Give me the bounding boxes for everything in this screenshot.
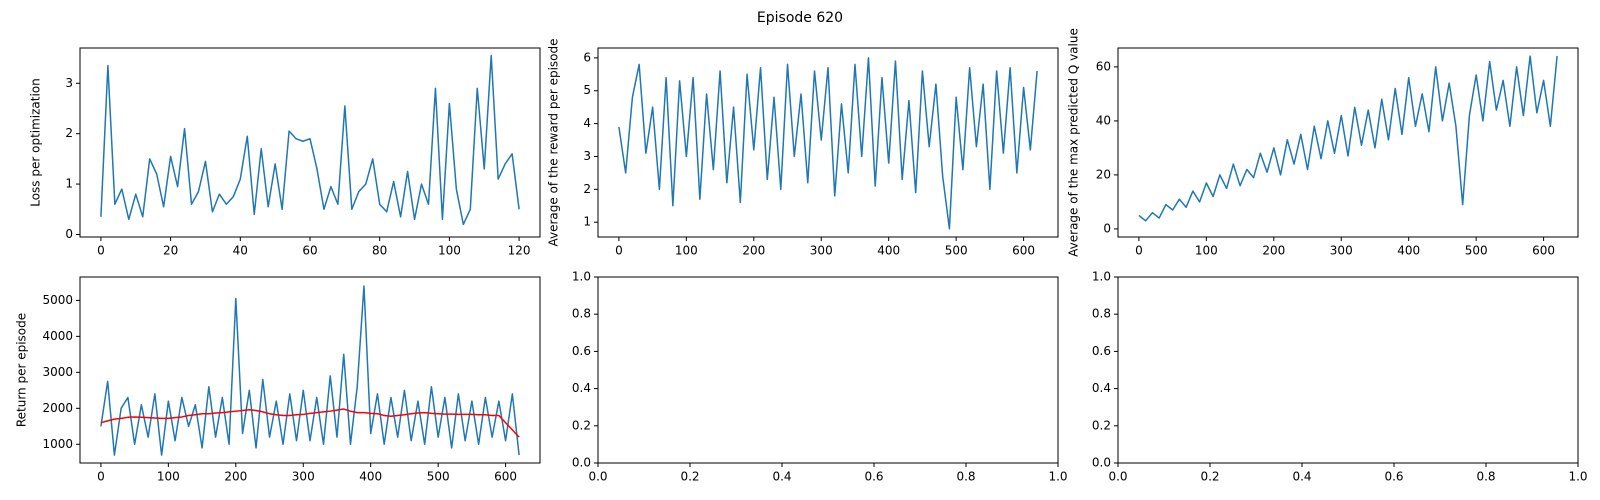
y-axis-label: Loss per optimization (29, 78, 43, 207)
x-tick-label: 0.0 (1108, 470, 1127, 484)
x-tick-label: 0.2 (1200, 470, 1219, 484)
axes-frame (1117, 276, 1579, 464)
x-tick-label: 600 (1012, 244, 1035, 258)
y-tick-label: 0.6 (572, 344, 591, 358)
x-tick-label: 1.0 (1048, 470, 1067, 484)
y-tick-label: 0.8 (572, 307, 591, 321)
y-tick-label: 4000 (42, 329, 73, 343)
y-tick-label: 1.0 (1092, 270, 1111, 284)
y-tick-label: 0.2 (1092, 418, 1111, 432)
x-tick-label: 0.2 (680, 470, 699, 484)
x-tick-label: 100 (1195, 244, 1218, 258)
x-tick-label: 120 (508, 244, 531, 258)
y-tick-label: 2 (583, 182, 591, 196)
x-tick-label: 1.0 (1568, 470, 1587, 484)
y-tick-label: 2 (65, 126, 73, 140)
axes-frame (597, 276, 1059, 464)
data-line (100, 54, 520, 226)
plot-area (1118, 48, 1578, 237)
x-tick-label: 0.4 (772, 470, 791, 484)
y-tick-label: 1.0 (572, 270, 591, 284)
x-tick-label: 0 (97, 470, 105, 484)
y-tick-label: 0.8 (1092, 307, 1111, 321)
x-tick-label: 500 (427, 470, 450, 484)
y-tick-label: 1000 (42, 437, 73, 451)
x-tick-label: 500 (1465, 244, 1488, 258)
y-tick-label: 3 (583, 149, 591, 163)
x-tick-label: 600 (494, 470, 517, 484)
x-tick-label: 300 (810, 244, 833, 258)
x-tick-label: 100 (438, 244, 461, 258)
y-tick-label: 0.4 (572, 381, 591, 395)
x-tick-label: 0.6 (1384, 470, 1403, 484)
plot-area (598, 277, 1058, 463)
y-tick-label: 0.4 (1092, 381, 1111, 395)
figure-title: Episode 620 (757, 10, 843, 26)
x-tick-label: 400 (877, 244, 900, 258)
y-axis-label: Average of the max predicted Q value (1067, 28, 1081, 257)
data-line (618, 57, 1038, 230)
x-tick-label: 500 (945, 244, 968, 258)
plot-area (80, 48, 540, 237)
x-tick-label: 0.6 (864, 470, 883, 484)
x-tick-label: 400 (1397, 244, 1420, 258)
y-tick-label: 2000 (42, 401, 73, 415)
x-tick-label: 0 (1135, 244, 1143, 258)
data-line (100, 408, 520, 438)
axes-frame (597, 47, 1059, 238)
x-tick-label: 100 (675, 244, 698, 258)
x-tick-label: 0.0 (588, 470, 607, 484)
y-tick-label: 0.0 (1092, 456, 1111, 470)
y-axis-label: Return per episode (15, 313, 29, 427)
axes-frame (1117, 47, 1579, 238)
x-tick-label: 20 (163, 244, 178, 258)
y-tick-label: 0 (1103, 221, 1111, 235)
x-tick-label: 300 (292, 470, 315, 484)
y-tick-label: 1 (65, 177, 73, 191)
y-tick-label: 0.0 (572, 456, 591, 470)
x-tick-label: 0.8 (1476, 470, 1495, 484)
y-tick-label: 3 (65, 76, 73, 90)
x-tick-label: 0.8 (956, 470, 975, 484)
x-tick-label: 80 (372, 244, 387, 258)
y-tick-label: 0.6 (1092, 344, 1111, 358)
plot-area (1118, 277, 1578, 463)
axes-frame (79, 47, 541, 238)
y-tick-label: 0.2 (572, 418, 591, 432)
y-tick-label: 1 (583, 215, 591, 229)
y-tick-label: 20 (1096, 167, 1111, 181)
x-tick-label: 200 (1262, 244, 1285, 258)
x-tick-label: 0 (615, 244, 623, 258)
y-tick-label: 4 (583, 116, 591, 130)
y-tick-label: 40 (1096, 113, 1111, 127)
x-tick-label: 400 (359, 470, 382, 484)
x-tick-label: 0.4 (1292, 470, 1311, 484)
y-tick-label: 0 (65, 227, 73, 241)
y-tick-label: 5000 (42, 293, 73, 307)
y-tick-label: 3000 (42, 365, 73, 379)
y-tick-label: 6 (583, 50, 591, 64)
data-line (100, 285, 520, 456)
y-tick-label: 60 (1096, 59, 1111, 73)
x-tick-label: 300 (1330, 244, 1353, 258)
x-tick-label: 600 (1532, 244, 1555, 258)
data-line (1138, 55, 1558, 222)
y-tick-label: 5 (583, 83, 591, 97)
y-axis-label: Average of the reward per episode (547, 38, 561, 246)
axes-frame (79, 276, 541, 464)
x-tick-label: 0 (97, 244, 105, 258)
x-tick-label: 100 (157, 470, 180, 484)
x-tick-label: 60 (302, 244, 317, 258)
x-tick-label: 200 (742, 244, 765, 258)
x-tick-label: 200 (224, 470, 247, 484)
x-tick-label: 40 (233, 244, 248, 258)
